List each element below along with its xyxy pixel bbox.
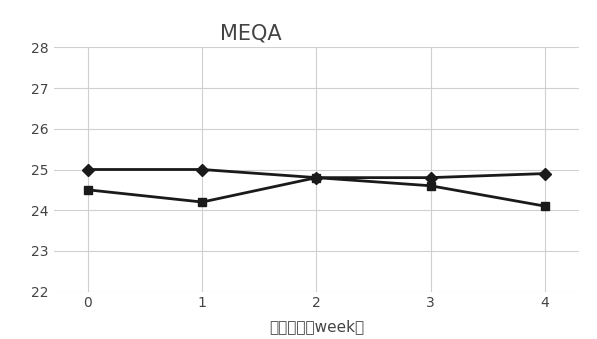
Line: PPG4000 2%: PPG4000 2%	[84, 165, 549, 182]
Text: MEQA: MEQA	[220, 24, 282, 44]
PPG4000 2%	[84, 167, 91, 172]
X-axis label: 经时时间（week）: 经时时间（week）	[269, 319, 364, 334]
丙烯酸	[84, 188, 91, 192]
PPG4000 2%	[427, 176, 434, 180]
Line: 丙烯酸: 丙烯酸	[84, 174, 549, 210]
PPG4000 2%	[313, 176, 320, 180]
PPG4000 2%	[541, 172, 549, 176]
丙烯酸	[427, 184, 434, 188]
丙烯酸	[313, 176, 320, 180]
丙烯酸	[199, 200, 206, 204]
PPG4000 2%	[199, 167, 206, 172]
丙烯酸	[541, 204, 549, 208]
